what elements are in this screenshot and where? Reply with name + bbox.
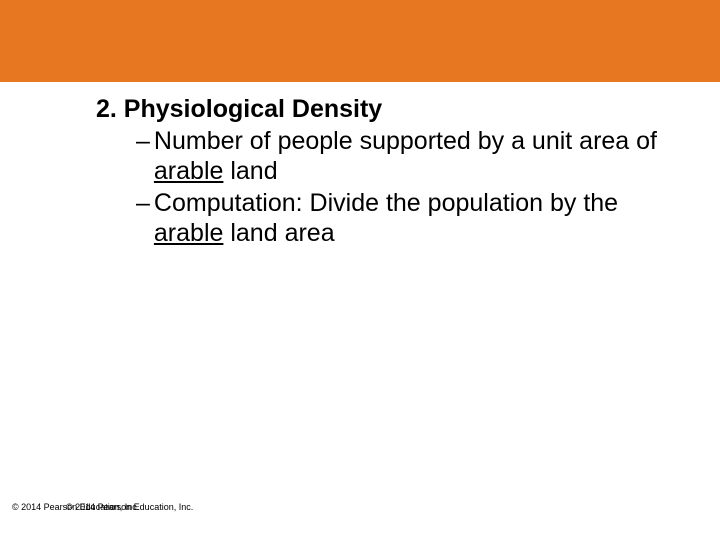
- heading: 2. Physiological Density: [96, 94, 660, 124]
- slide-content: 2. Physiological Density – Number of peo…: [0, 82, 720, 248]
- bullet-text: Number of people supported by a unit are…: [154, 126, 660, 186]
- dash-icon: –: [136, 126, 154, 156]
- footer-copyright-overlay: © 2014 Pearson Education, Inc.: [66, 502, 193, 512]
- dash-icon: –: [136, 188, 154, 218]
- bullet-item: – Number of people supported by a unit a…: [136, 126, 660, 186]
- bullet-underlined: arable: [154, 157, 224, 185]
- bullet-underlined: arable: [154, 219, 224, 247]
- bullet-post: land area: [223, 219, 334, 247]
- bullet-text: Computation: Divide the population by th…: [154, 188, 660, 248]
- header-bar: [0, 0, 720, 82]
- bullet-pre: Computation: Divide the population by th…: [154, 189, 618, 217]
- bullet-pre: Number of people supported by a unit are…: [154, 127, 657, 155]
- bullet-list: – Number of people supported by a unit a…: [96, 124, 660, 248]
- bullet-item: – Computation: Divide the population by …: [136, 188, 660, 248]
- bullet-post: land: [223, 157, 277, 185]
